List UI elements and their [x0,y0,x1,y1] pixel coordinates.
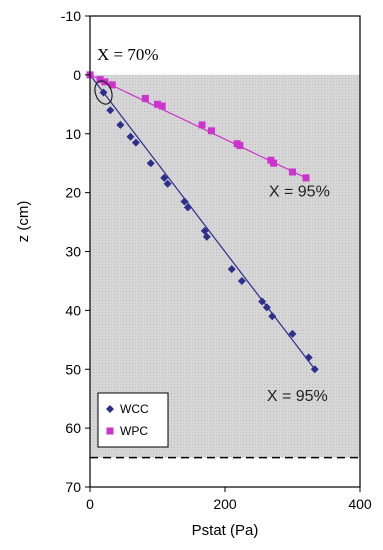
data-point-wcc [310,365,319,374]
data-point-wpc [236,142,244,150]
data-point-wcc [180,197,189,206]
y-tick-label: 0 [73,67,81,83]
origin-ellipse [94,80,113,105]
y-tick-label: 40 [65,302,81,318]
data-point-wcc [116,120,125,129]
data-point-wpc [141,94,149,102]
data-point-wpc [302,174,310,182]
legend-label-wcc: WCC [120,402,149,416]
legend-box [97,392,169,448]
data-point-wcc [163,179,172,188]
y-tick-label: 30 [65,244,81,260]
data-point-wcc [268,312,277,321]
x-tick-label: 0 [86,496,94,512]
y-axis-title: z (cm) [15,201,32,243]
x-tick-label: 400 [348,496,372,512]
series-line-wcc [89,74,316,370]
data-point-wcc [288,329,297,338]
legend-label-wpc: WPC [120,424,148,438]
data-point-wcc [227,265,236,274]
data-point-wcc [126,132,135,141]
legend-marker-wcc [106,405,114,413]
data-point-wpc [289,168,296,176]
data-point-wcc [160,173,169,182]
y-tick-label: 50 [65,361,81,377]
data-point-wcc [202,232,211,241]
data-point-wcc [237,276,246,285]
data-point-wcc [258,297,267,306]
x-axis-title: Pstat (Pa) [192,522,259,539]
legend-marker-wpc [106,427,114,435]
y-tick-label: 20 [65,185,81,201]
data-point-wpc [198,121,206,129]
annotation-x-70: X = 70% [97,45,159,64]
data-point-wpc [270,159,278,167]
data-point-wpc [208,127,215,135]
data-point-wpc [108,81,116,89]
y-tick-label: 70 [65,479,81,495]
data-point-wpc [96,76,104,84]
data-point-wcc [183,203,192,212]
data-point-wpc [154,100,161,108]
y-tick-label: -10 [61,8,81,24]
y-tick-label: 60 [65,420,81,436]
y-tick-label: 10 [65,126,81,142]
data-point-wcc [304,353,313,362]
annotation-wpc-x-95: X = 95% [269,184,330,201]
data-point-wcc [99,88,108,97]
data-point-wcc [106,106,115,115]
data-point-wcc [146,159,155,168]
data-point-wpc [158,102,166,110]
data-point-wcc [131,138,140,147]
series-wcc [86,70,319,374]
annotation-wcc-x-95: X = 95% [267,388,328,405]
x-tick-label: 200 [213,496,237,512]
data-point-wcc [262,303,271,312]
